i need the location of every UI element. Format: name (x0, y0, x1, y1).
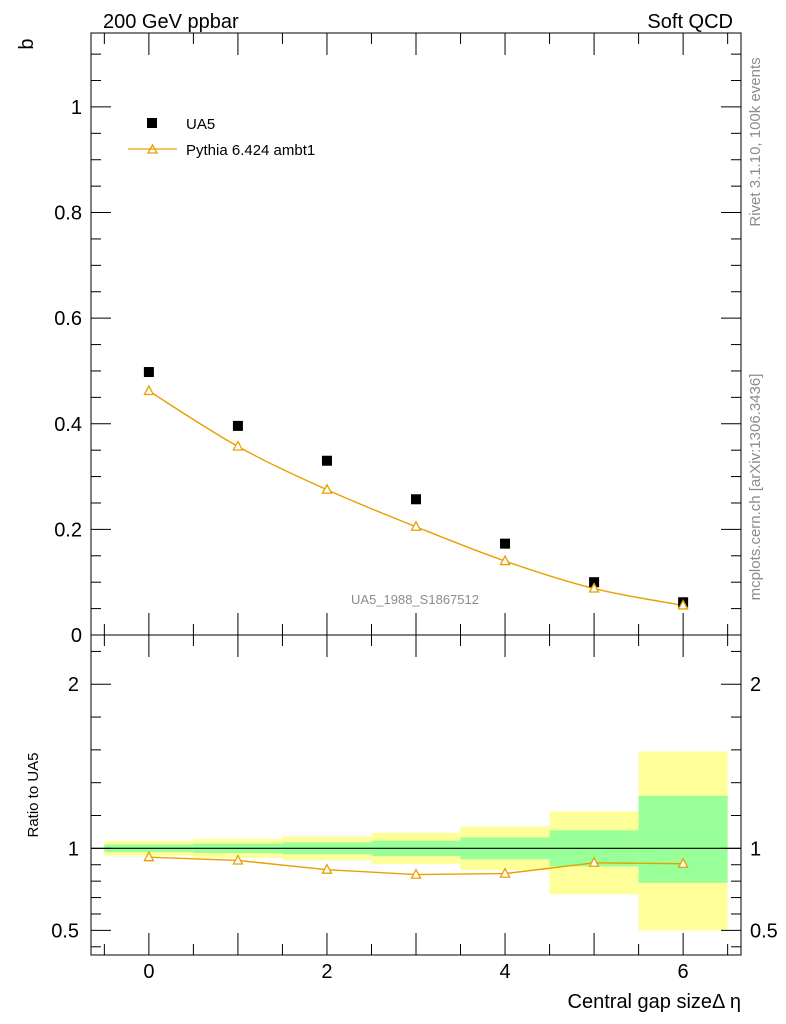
ua5-point-1 (232, 420, 243, 431)
main-y-tick-label: 0 (71, 625, 82, 647)
pythia-point-5 (588, 582, 600, 593)
ua5-point-4 (500, 538, 511, 549)
header-left-label: 200 GeV ppbar (103, 11, 239, 33)
ratio-pythia-point-4 (499, 867, 511, 878)
main-y-tick-label: 1 (71, 97, 82, 119)
ratio-pythia-point-5 (588, 856, 600, 867)
ratio-y-tick-label-left: 2 (68, 674, 79, 696)
ratio-y-tick-label-right: 0.5 (750, 920, 778, 942)
ratio-y-tick-label-left: 1 (68, 838, 79, 860)
ratio-pythia-point-3 (410, 868, 422, 879)
main-y-tick-label: 0.6 (54, 308, 82, 330)
legend-pythia-label: Pythia 6.424 ambt1 (186, 142, 315, 159)
legend-ua5-label: UA5 (186, 116, 215, 133)
rivet-version-label: Rivet 3.1.10, 100k events (747, 57, 764, 226)
ratio-y-tick-label-left: 0.5 (51, 920, 79, 942)
pythia-point-1 (232, 440, 244, 451)
ratio-pythia-point-0 (143, 850, 155, 862)
legend: UA5 Pythia 6.424 ambt1 (128, 116, 315, 159)
ua5-point-0 (143, 367, 154, 378)
ratio-uncertainty-bands (104, 751, 728, 931)
x-tick-label: 6 (678, 961, 689, 983)
ratio-y-axis-label: Ratio to UA5 (25, 752, 42, 837)
main-y-tick-label: 0.8 (54, 203, 82, 225)
legend-pythia-marker (146, 143, 159, 154)
main-plot-data (143, 367, 689, 610)
pythia-point-6 (677, 599, 689, 610)
ua5-point-2 (321, 455, 332, 466)
pythia-point-3 (410, 520, 422, 531)
x-tick-label: 2 (321, 961, 332, 983)
header-right-label: Soft QCD (647, 11, 733, 33)
mcplots-citation-label: mcplots.cern.ch [arXiv:1306.3436] (747, 374, 764, 601)
pythia-point-2 (321, 483, 333, 494)
main-y-axis-label: b (16, 38, 38, 49)
x-axis-label: Central gap sizeΔ η (568, 991, 741, 1013)
analysis-watermark: UA5_1988_S1867512 (351, 592, 479, 607)
pythia-point-4 (499, 554, 511, 566)
x-tick-label: 4 (499, 961, 510, 983)
ratio-pythia-point-6 (677, 857, 689, 868)
pythia-point-0 (143, 384, 155, 396)
plot-axes: 0 2 4 6 0 0.2 0.4 0.6 0.8 1 0.5 0.5 1 1 2 2 (51, 32, 778, 983)
main-y-tick-label: 0.2 (54, 519, 82, 541)
ratio-band-inner-6 (638, 795, 728, 883)
x-tick-label: 0 (143, 961, 154, 983)
ratio-pythia-point-2 (321, 863, 333, 874)
ratio-plot-data (143, 850, 689, 879)
ratio-pythia-point-1 (232, 854, 244, 865)
legend-ua5-marker (147, 118, 157, 128)
ratio-y-tick-label-right: 2 (750, 674, 761, 696)
ratio-y-tick-label-right: 1 (750, 838, 761, 860)
ua5-point-3 (411, 494, 421, 505)
main-y-tick-label: 0.4 (54, 414, 82, 436)
